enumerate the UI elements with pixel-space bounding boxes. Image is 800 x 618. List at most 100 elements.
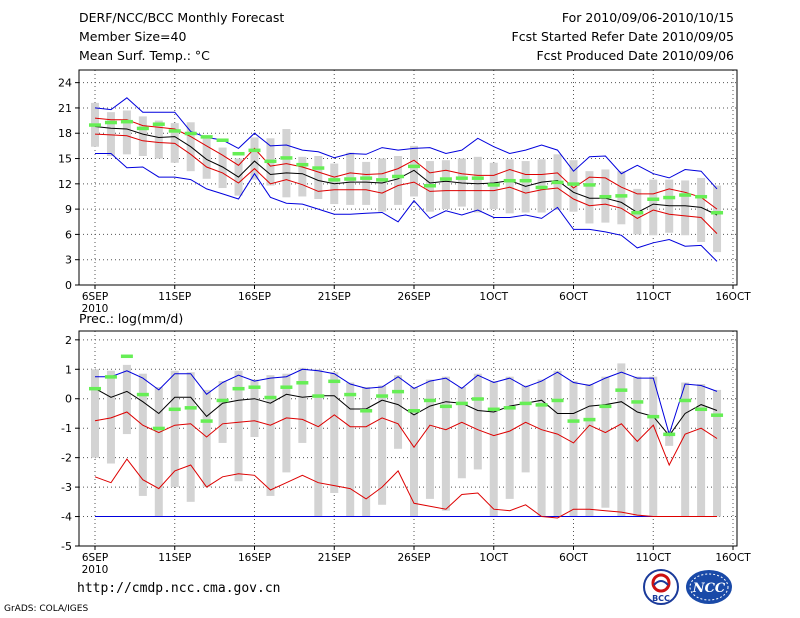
box xyxy=(441,160,450,210)
box xyxy=(585,384,594,517)
series-mean-line xyxy=(94,387,718,437)
median-marker xyxy=(583,183,596,187)
y-tick-label: -1 xyxy=(61,422,72,435)
series-lower-quantile-line xyxy=(94,133,718,234)
box xyxy=(665,431,674,446)
median-marker xyxy=(663,195,676,200)
median-marker xyxy=(168,129,181,133)
box xyxy=(266,375,275,496)
median-marker xyxy=(408,164,420,169)
median-marker xyxy=(503,178,516,183)
x-tick-label: 11SEP xyxy=(158,552,191,564)
median-marker xyxy=(152,426,165,431)
median-marker xyxy=(711,210,724,215)
box xyxy=(394,375,403,449)
box xyxy=(441,376,450,511)
median-marker xyxy=(455,401,468,406)
bcc-logo-icon: BCC xyxy=(643,569,679,605)
box xyxy=(298,367,307,443)
box xyxy=(553,370,562,517)
box xyxy=(681,180,690,236)
median-marker xyxy=(519,178,532,183)
median-marker xyxy=(535,185,548,190)
box xyxy=(154,386,163,517)
median-marker xyxy=(551,398,564,403)
box xyxy=(569,160,578,212)
box xyxy=(649,179,658,236)
y-tick-label: 3 xyxy=(65,254,72,267)
box xyxy=(697,384,706,517)
box xyxy=(362,386,371,517)
y-tick-label: 0 xyxy=(65,279,72,292)
median-marker xyxy=(423,184,436,188)
panel-title: Prec.: log(mm/d) xyxy=(79,311,183,326)
box xyxy=(91,369,99,458)
y-tick-label: 1 xyxy=(65,363,72,376)
median-marker xyxy=(599,404,612,409)
series-max-line xyxy=(95,368,718,436)
median-marker xyxy=(439,177,452,181)
box xyxy=(633,376,642,517)
median-marker xyxy=(120,354,133,359)
median-marker xyxy=(503,406,516,410)
box xyxy=(521,385,530,473)
panel-temperature: 0 3 6 9 12 15 18 21 24 6SEP 11SEP 16SEP 21SEP 26SEP 1O… xyxy=(58,69,751,315)
box xyxy=(569,381,578,517)
chart-title: DERF/NCC/BCC Monthly Forecast xyxy=(79,10,285,25)
box xyxy=(170,370,179,488)
box xyxy=(138,116,147,156)
median-marker xyxy=(328,178,341,182)
series-upper-quantile-line xyxy=(94,117,718,210)
series-max-line xyxy=(94,97,718,190)
x-tick-year-label: 2010 xyxy=(82,303,109,315)
y-tick-label: -2 xyxy=(61,452,72,465)
median-marker xyxy=(455,176,468,180)
box xyxy=(122,364,131,435)
box xyxy=(218,147,227,189)
box xyxy=(681,382,690,517)
median-marker xyxy=(216,398,229,403)
source-url[interactable]: http://cmdp.ncc.cma.gov.cn xyxy=(77,581,281,596)
fcst-started-date: Fcst Started Refer Date 2010/09/05 xyxy=(511,29,735,44)
box xyxy=(489,381,498,517)
y-tick-label: 21 xyxy=(58,102,72,115)
box xyxy=(234,370,243,482)
median-marker xyxy=(695,407,708,412)
y-tick-label: 6 xyxy=(65,228,72,241)
box xyxy=(617,171,626,225)
series-min-quantile-line xyxy=(94,458,717,519)
median-marker xyxy=(535,403,548,407)
box xyxy=(122,110,131,155)
median-marker xyxy=(567,419,580,423)
x-tick-label: 16SEP xyxy=(238,291,271,303)
median-marker xyxy=(312,166,325,170)
box xyxy=(697,177,706,242)
box xyxy=(410,386,418,517)
ncc-logo-text: NCC xyxy=(692,581,726,596)
median-marker xyxy=(647,414,660,419)
box xyxy=(314,156,323,199)
box xyxy=(106,370,115,464)
median-marker xyxy=(392,389,405,394)
bcc-logo-text: BCC xyxy=(652,594,670,603)
median-marker xyxy=(89,123,101,127)
median-marker xyxy=(89,386,101,391)
median-marker xyxy=(248,148,261,153)
plot-frame xyxy=(78,69,738,286)
plot-frame xyxy=(78,330,738,547)
box xyxy=(378,158,387,212)
box xyxy=(410,145,418,197)
median-marker xyxy=(408,409,420,413)
median-marker xyxy=(120,119,133,124)
median-marker xyxy=(296,381,309,385)
median-marker xyxy=(392,174,405,179)
series-lower-quantile-line xyxy=(94,411,718,467)
forecast-period: For 2010/09/06-2010/10/15 xyxy=(561,10,734,25)
median-marker xyxy=(695,194,708,199)
box xyxy=(505,159,514,214)
x-tick-label: 21SEP xyxy=(318,552,351,564)
box xyxy=(202,137,211,179)
median-marker xyxy=(631,210,644,215)
x-tick-label: 1OCT xyxy=(479,552,508,564)
